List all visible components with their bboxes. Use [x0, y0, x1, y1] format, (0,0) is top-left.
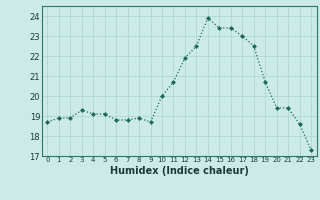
X-axis label: Humidex (Indice chaleur): Humidex (Indice chaleur): [110, 166, 249, 176]
